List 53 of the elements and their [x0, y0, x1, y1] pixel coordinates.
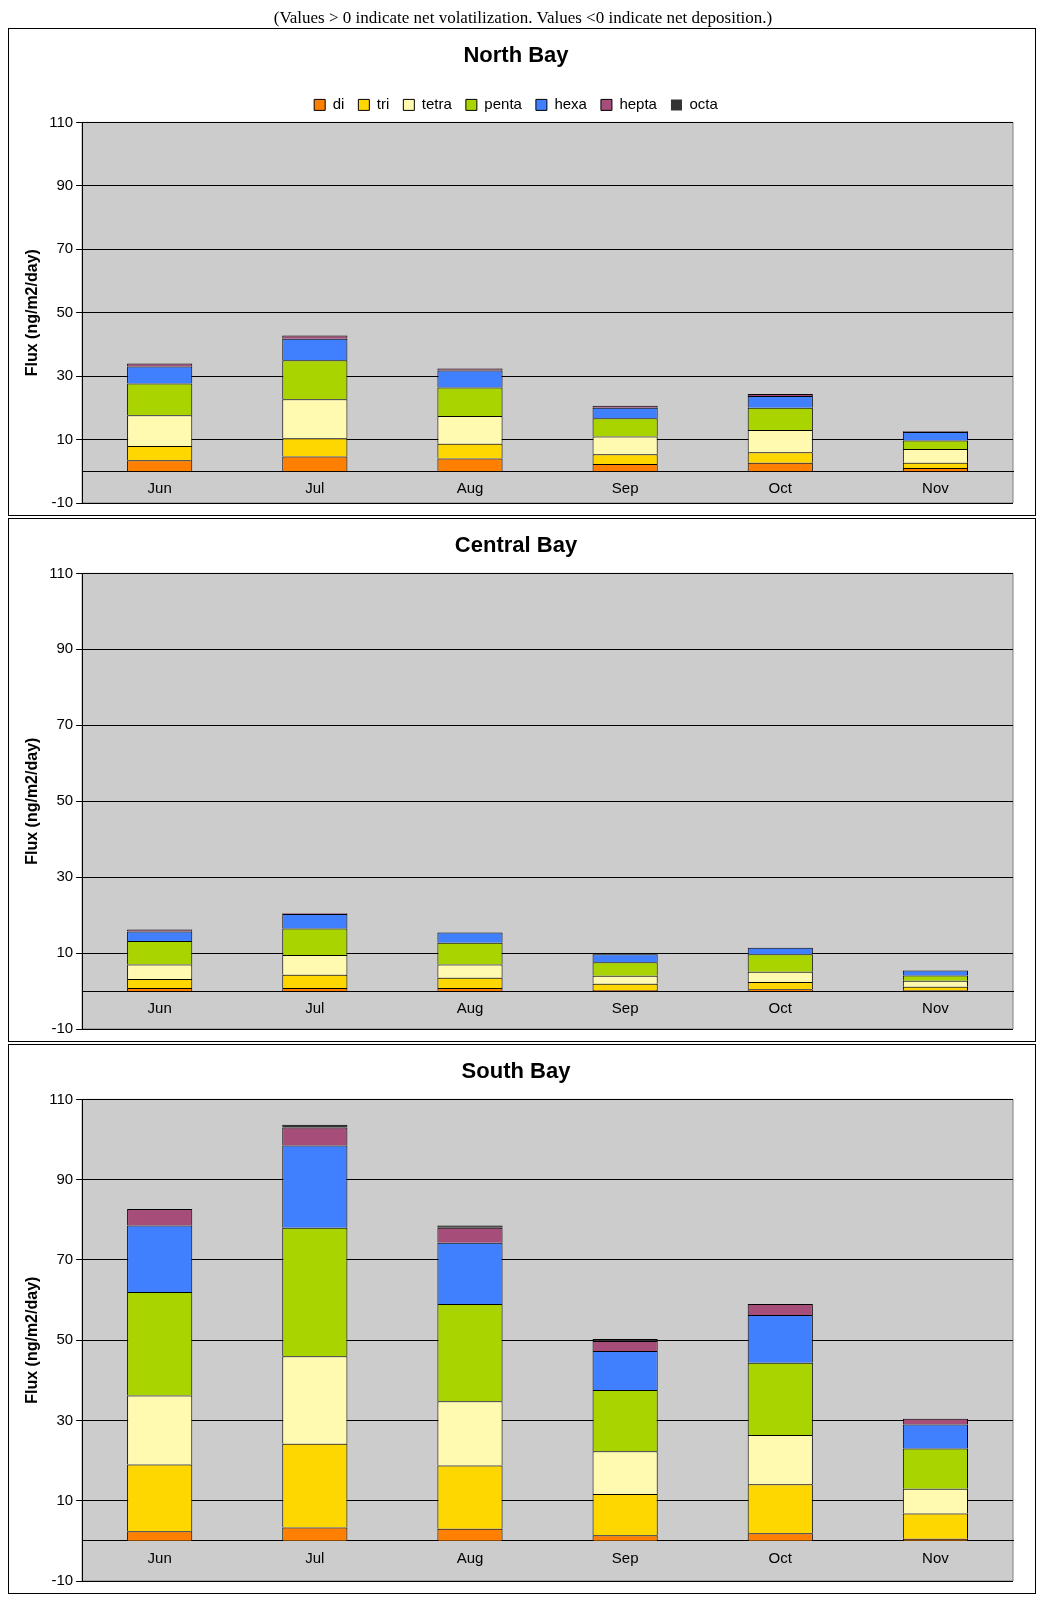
- y-tick-label: 30: [56, 1410, 74, 1428]
- legend-label: di: [332, 95, 345, 113]
- y-tick-label: 110: [49, 112, 74, 130]
- y-tick-label: 50: [56, 1330, 74, 1348]
- legend-label: penta: [484, 95, 523, 113]
- x-tick-label: Oct: [768, 479, 793, 497]
- x-tick-label: Jun: [147, 999, 172, 1017]
- y-tick-label: 10: [56, 943, 74, 961]
- x-tick-label: Sep: [611, 479, 639, 497]
- y-tick-label: 110: [49, 1089, 74, 1107]
- y-tick-label: 70: [56, 715, 74, 733]
- legend-label: tri: [376, 95, 390, 113]
- y-tick-label: 70: [56, 239, 74, 257]
- x-tick-label: Jul: [305, 999, 325, 1017]
- y-axis-title: Flux (ng/m2/day): [23, 1276, 41, 1404]
- x-tick-label: Nov: [922, 999, 950, 1017]
- y-tick-label: 110: [49, 563, 74, 581]
- y-tick-label: 90: [56, 1169, 74, 1187]
- x-tick-label: Jun: [147, 479, 172, 497]
- x-tick-label: Jul: [305, 1549, 325, 1567]
- legend-label: octa: [689, 95, 719, 113]
- legend-label: tetra: [421, 95, 453, 113]
- y-tick-label: -10: [51, 1019, 74, 1037]
- x-tick-label: Jun: [147, 1549, 172, 1567]
- x-tick-label: Sep: [611, 999, 639, 1017]
- y-tick-label: 90: [56, 639, 74, 657]
- x-tick-label: Nov: [922, 479, 950, 497]
- x-tick-label: Aug: [456, 1549, 484, 1567]
- x-tick-label: Sep: [611, 1549, 639, 1567]
- y-tick-label: 70: [56, 1250, 74, 1268]
- x-tick-label: Aug: [456, 479, 484, 497]
- y-tick-label: -10: [51, 1571, 74, 1589]
- y-tick-label: 10: [56, 1490, 74, 1508]
- y-tick-label: 90: [56, 175, 74, 193]
- x-tick-label: Oct: [768, 999, 793, 1017]
- legend-label: hexa: [554, 95, 588, 113]
- y-tick-label: 30: [56, 366, 74, 384]
- y-tick-label: -10: [51, 493, 74, 511]
- x-tick-label: Jul: [305, 479, 325, 497]
- y-axis-title: Flux (ng/m2/day): [23, 249, 41, 377]
- x-tick-label: Oct: [768, 1549, 793, 1567]
- chart-title: North Bay: [463, 42, 570, 68]
- y-tick-label: 10: [56, 429, 74, 447]
- y-tick-label: 50: [56, 791, 74, 809]
- text: (Values > 0 indicate net volatilization. Values <0 indicate net deposition.): [272, 8, 774, 28]
- x-tick-label: Nov: [922, 1549, 950, 1567]
- y-axis-title: Flux (ng/m2/day): [23, 737, 41, 865]
- y-tick-label: 30: [56, 867, 74, 885]
- legend-label: hepta: [619, 95, 658, 113]
- y-tick-label: 50: [56, 302, 74, 320]
- chart-title: South Bay: [461, 1058, 572, 1084]
- x-tick-label: Aug: [456, 999, 484, 1017]
- chart-title: Central Bay: [454, 532, 578, 558]
